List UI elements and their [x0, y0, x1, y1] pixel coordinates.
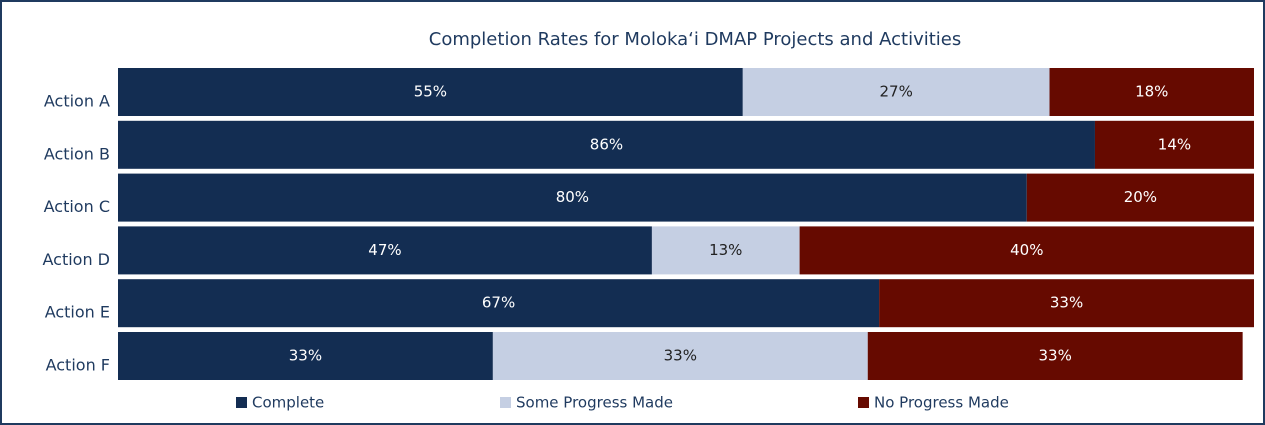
- value-label: 33%: [1050, 294, 1083, 312]
- chart-title: Completion Rates for Moloka‘i DMAP Proje…: [429, 29, 961, 50]
- category-label: Action A: [44, 92, 110, 111]
- category-label: Action D: [42, 250, 110, 269]
- legend-swatch: [236, 397, 247, 408]
- value-label: 18%: [1135, 83, 1168, 101]
- bar-segment: [867, 332, 1243, 380]
- value-label: 33%: [664, 347, 697, 365]
- legend-label: Complete: [252, 394, 324, 412]
- value-label: 13%: [709, 241, 742, 259]
- value-label: 55%: [414, 83, 447, 101]
- value-label: 20%: [1124, 188, 1157, 206]
- category-label: Action B: [44, 144, 110, 163]
- bar-segment: [799, 226, 1254, 275]
- bar-segment: [118, 226, 652, 275]
- bar-segment: [1026, 173, 1254, 222]
- value-label: 33%: [1039, 347, 1072, 365]
- legend-label: No Progress Made: [874, 394, 1009, 412]
- value-label: 40%: [1010, 241, 1043, 259]
- bar-segment: [879, 279, 1254, 328]
- value-label: 14%: [1158, 135, 1191, 153]
- bar-segment: [742, 68, 1050, 116]
- legend-swatch: [500, 397, 511, 408]
- bar-segment: [492, 332, 868, 380]
- legend-label: Some Progress Made: [516, 394, 673, 412]
- bar-segment: [1049, 68, 1254, 116]
- legend-swatch: [858, 397, 869, 408]
- value-label: 80%: [556, 188, 589, 206]
- value-label: 86%: [590, 135, 623, 153]
- bar-segment: [651, 226, 800, 275]
- category-label: Action C: [44, 197, 110, 216]
- bar-segment: [118, 68, 743, 116]
- value-label: 33%: [289, 347, 322, 365]
- category-label: Action E: [45, 303, 110, 322]
- value-label: 67%: [482, 294, 515, 312]
- value-label: 27%: [879, 83, 912, 101]
- category-label: Action F: [46, 356, 110, 375]
- bar-segment: [118, 332, 493, 380]
- bar-segment: [118, 120, 1095, 169]
- value-label: 47%: [368, 241, 401, 259]
- bar-segment: [118, 173, 1027, 222]
- bar-segment: [118, 279, 880, 328]
- bar-segment: [1094, 120, 1254, 169]
